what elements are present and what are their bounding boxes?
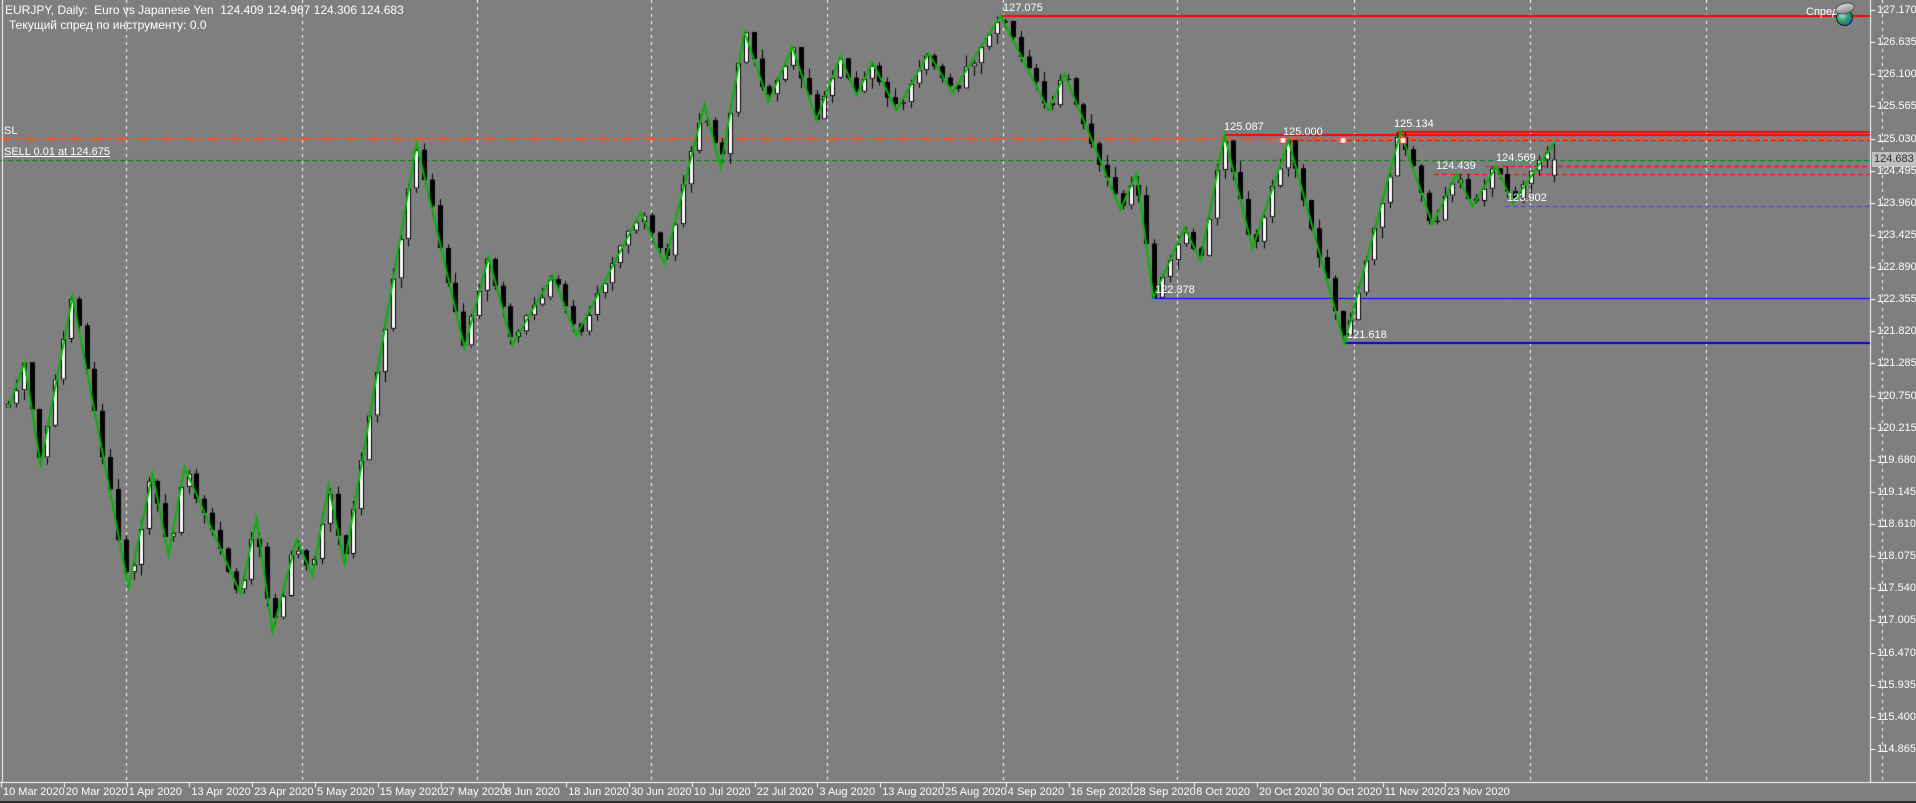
level-label[interactable]: 122.378 — [1155, 283, 1195, 296]
spread-info-line: Текущий спред по инструменту: 0.0 — [9, 18, 207, 32]
x-axis-label[interactable]: 15 May 2020 — [379, 786, 444, 798]
y-axis-label[interactable]: 123.960 — [1877, 196, 1916, 209]
x-axis-label[interactable]: 10 Mar 2020 — [3, 786, 65, 798]
y-axis-label[interactable]: 121.285 — [1877, 357, 1916, 370]
y-axis-label[interactable]: 127.170 — [1877, 4, 1916, 16]
y-axis-label[interactable]: 116.470 — [1877, 646, 1916, 659]
spread-line-label: Спред — [1806, 6, 1839, 18]
x-axis-label[interactable]: 20 Oct 2020 — [1259, 786, 1319, 798]
y-axis-label[interactable]: 114.865 — [1877, 743, 1916, 755]
sell-position-label[interactable]: SELL 0.01 at 124.675 — [4, 145, 111, 158]
level-label[interactable]: 125.000 — [1283, 126, 1323, 139]
x-axis-label[interactable]: 23 Apr 2020 — [254, 786, 314, 798]
y-axis-label[interactable]: 122.355 — [1877, 293, 1916, 306]
x-axis-label[interactable]: 3 Aug 2020 — [819, 786, 876, 798]
level-label[interactable]: 124.439 — [1436, 160, 1476, 172]
indicator-globe-icon — [1833, 0, 1857, 26]
level-label[interactable]: 127.075 — [1003, 1, 1043, 14]
level-label[interactable]: 125.087 — [1224, 121, 1264, 134]
current-price-badge: 124.683 — [1872, 152, 1916, 168]
y-axis-label[interactable]: 117.005 — [1877, 614, 1916, 627]
x-axis-label[interactable]: 5 May 2020 — [317, 786, 375, 798]
x-axis-label[interactable]: 27 May 2020 — [442, 786, 507, 798]
y-axis-label[interactable]: 125.030 — [1877, 132, 1916, 145]
y-axis-label[interactable]: 119.680 — [1877, 453, 1916, 466]
level-label[interactable]: 124.569 — [1496, 152, 1536, 165]
x-axis-label[interactable]: 13 Aug 2020 — [882, 786, 944, 798]
y-axis-label[interactable]: 122.890 — [1877, 261, 1916, 274]
x-axis-label[interactable]: 11 Nov 2020 — [1384, 786, 1447, 798]
x-axis-label[interactable]: 30 Oct 2020 — [1321, 786, 1382, 798]
x-axis-label[interactable]: 23 Nov 2020 — [1447, 786, 1510, 798]
y-axis-label[interactable]: 126.635 — [1877, 36, 1916, 49]
y-axis-label[interactable]: 124.495 — [1877, 164, 1916, 177]
x-axis-label[interactable]: 16 Sep 2020 — [1070, 786, 1133, 798]
y-axis-label[interactable]: 123.425 — [1877, 228, 1916, 241]
y-axis-label[interactable]: 115.935 — [1877, 678, 1916, 691]
x-axis-label[interactable]: 8 Jun 2020 — [505, 786, 560, 798]
window-bottom-border — [0, 801, 1916, 803]
y-axis-label[interactable]: 120.215 — [1877, 421, 1916, 434]
x-axis-label[interactable]: 28 Sep 2020 — [1133, 786, 1196, 798]
x-axis-label[interactable]: 10 Jul 2020 — [693, 786, 751, 798]
y-axis-label[interactable]: 120.750 — [1877, 389, 1916, 402]
y-axis-label[interactable]: 121.820 — [1877, 325, 1916, 338]
x-axis-label[interactable]: 25 Aug 2020 — [945, 786, 1007, 798]
stop-loss-label[interactable]: SL — [4, 124, 18, 137]
y-axis-label[interactable]: 117.540 — [1877, 582, 1916, 595]
level-label[interactable]: 121.618 — [1347, 329, 1387, 342]
y-axis-label[interactable]: 119.145 — [1877, 485, 1916, 498]
x-axis-label[interactable]: 13 Apr 2020 — [191, 786, 251, 798]
x-axis-label[interactable]: 8 Oct 2020 — [1196, 786, 1251, 798]
level-label[interactable]: 125.134 — [1394, 118, 1434, 131]
x-axis-label[interactable]: 18 Jun 2020 — [568, 786, 629, 798]
y-axis-label[interactable]: 126.100 — [1877, 68, 1916, 81]
x-axis-label[interactable]: 22 Jul 2020 — [756, 786, 814, 798]
y-axis-label[interactable]: 125.565 — [1877, 100, 1916, 113]
y-axis-label[interactable]: 118.075 — [1877, 550, 1916, 563]
chart-title: EURJPY, Daily: Euro vs Japanese Yen 124.… — [5, 3, 404, 17]
y-axis-label[interactable]: 115.400 — [1877, 710, 1916, 723]
level-label[interactable]: 123.902 — [1507, 192, 1547, 205]
x-axis-label[interactable]: 30 Jun 2020 — [631, 786, 692, 798]
x-axis-label[interactable]: 1 Apr 2020 — [128, 786, 182, 798]
x-axis-label[interactable]: 20 Mar 2020 — [65, 786, 128, 798]
y-axis-label[interactable]: 118.610 — [1877, 518, 1916, 531]
globe-hat-shape — [1833, 0, 1857, 17]
x-axis-label[interactable]: 4 Sep 2020 — [1007, 786, 1065, 798]
